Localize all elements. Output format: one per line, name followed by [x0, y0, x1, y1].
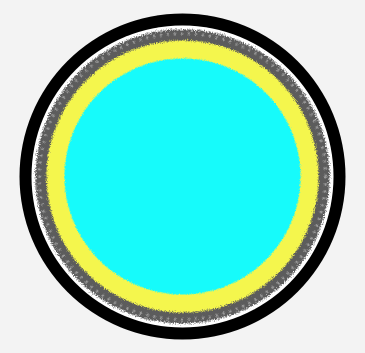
gray-speckle-layer [38, 32, 327, 321]
cyan-center-disc [64, 58, 301, 295]
